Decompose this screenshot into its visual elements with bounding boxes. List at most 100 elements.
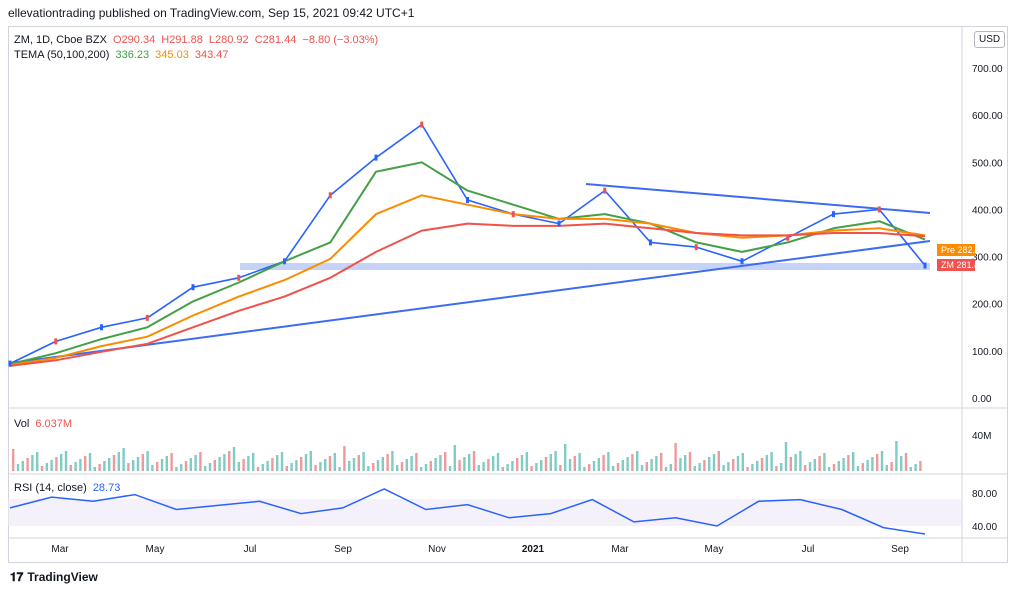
volume-bar (439, 455, 442, 471)
volume-bar (242, 459, 245, 471)
volume-bar (333, 453, 336, 471)
rsi-band (8, 499, 962, 526)
volume-bar (12, 449, 15, 471)
volume-bar (578, 453, 581, 471)
volume-bar (660, 453, 663, 471)
support-zone[interactable] (240, 263, 930, 270)
volume-bar (45, 463, 48, 471)
volume-bar (290, 463, 293, 471)
x-tick-label: Sep (334, 544, 352, 555)
tema-label: TEMA (50,100,200) (14, 49, 110, 61)
tradingview-logo-icon: 𝟏𝟕 (10, 570, 24, 584)
volume-bar (900, 456, 903, 471)
volume-bar (746, 467, 749, 471)
tema-200-line (9, 222, 926, 367)
volume-bar (396, 465, 399, 471)
x-tick-label: May (146, 544, 165, 555)
volume-bar (420, 467, 423, 471)
volume-bar (554, 451, 557, 471)
volume-bar (880, 451, 884, 471)
volume-bar (295, 460, 298, 471)
volume-bar (328, 456, 332, 471)
volume-bar (573, 456, 576, 471)
volume-legend[interactable]: Vol 6.037M (14, 418, 75, 430)
volume-bar (122, 448, 125, 471)
x-tick-label: 2021 (522, 544, 545, 555)
volume-bar (592, 461, 596, 471)
volume-bar (688, 452, 692, 471)
volume-bar (256, 467, 260, 471)
volume-bar (890, 462, 893, 471)
volume-bar (156, 462, 159, 471)
volume-bar (717, 451, 720, 471)
volume-bar (631, 454, 634, 471)
tema-legend[interactable]: TEMA (50,100,200) 336.23 345.03 343.47 (14, 49, 232, 61)
volume-bar (376, 460, 380, 471)
volume-bar (645, 462, 648, 471)
volume-bar (352, 458, 356, 471)
volume-bar (828, 467, 831, 471)
volume-bar (640, 465, 644, 471)
volume-bars (12, 441, 922, 471)
volume-bar (583, 467, 586, 471)
volume-bar (338, 467, 341, 471)
x-tick-label: Mar (611, 544, 629, 555)
tradingview-logo[interactable]: 𝟏𝟕 TradingView (10, 570, 98, 585)
y-axis: 700.00 600.00 500.00 400.00 300.00 200.00 100.… (972, 64, 1003, 405)
x-tick-label: Sep (891, 544, 909, 555)
volume-bar (367, 466, 370, 471)
price-point (832, 211, 835, 218)
volume-bar (60, 454, 63, 471)
volume-bar (223, 454, 226, 471)
volume-bar (549, 454, 552, 471)
volume-bar (487, 459, 490, 471)
volume-bar (765, 455, 768, 471)
volume-bar (909, 467, 912, 471)
volume-bar (88, 453, 92, 471)
volume-bar (852, 452, 855, 471)
rsi-legend[interactable]: RSI (14, close) 28.73 (14, 482, 123, 494)
price-point (786, 234, 790, 241)
pre-tag-bg (937, 244, 975, 256)
volume-bar (93, 467, 96, 471)
volume-bar (276, 455, 279, 471)
volume-bar (679, 458, 682, 471)
volume-bar (756, 461, 759, 471)
volume-bar (612, 466, 615, 471)
usd-button[interactable]: USD (974, 31, 1006, 48)
volume-bar (602, 455, 605, 471)
volume-bar (208, 463, 212, 471)
price-point (237, 274, 241, 281)
lower-trendline[interactable] (9, 240, 931, 364)
symbol-name: ZM, 1D, Cboe BZX (14, 34, 107, 46)
volume-bar (405, 459, 408, 471)
volume-bar (386, 454, 389, 471)
volume-bar (64, 451, 68, 471)
volume-bar (607, 452, 610, 471)
chart-frame[interactable] (8, 26, 1008, 563)
volume-bar (736, 456, 740, 471)
volume-bar (362, 452, 365, 471)
high-value: H291.88 (161, 34, 203, 46)
volume-bar (847, 455, 850, 471)
volume-bar (444, 452, 447, 471)
volume-bar (348, 461, 351, 471)
volume-bar (837, 461, 840, 471)
price-point (511, 211, 515, 218)
volume-bar (271, 458, 274, 471)
symbol-legend[interactable]: ZM, 1D, Cboe BZX O290.34 H291.88 L280.92… (14, 34, 381, 46)
price-series-group (8, 121, 927, 367)
volume-bar (588, 464, 591, 471)
upper-trendline[interactable] (585, 183, 931, 214)
volume-bar (477, 465, 480, 471)
volume-bar (621, 460, 624, 471)
volume-bar (871, 457, 874, 471)
volume-bar (424, 464, 428, 471)
volume-bar (693, 466, 696, 471)
volume-bar (789, 457, 792, 471)
volume-bar (568, 459, 572, 471)
rsi-axis: 80.00 40.00 (972, 489, 997, 533)
y-tick-label: 100.00 (972, 347, 1003, 358)
price-point (328, 192, 332, 199)
